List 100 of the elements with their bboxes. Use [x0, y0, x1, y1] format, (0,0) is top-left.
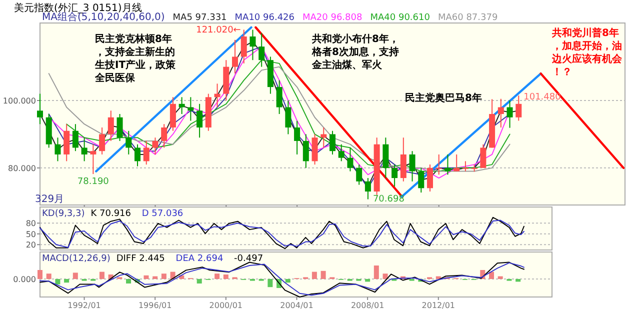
bar [489, 272, 494, 279]
bar [152, 276, 158, 279]
bar [55, 279, 60, 284]
bar [196, 279, 202, 284]
annotation: 民主党克林顿8年，支持金主新生的生技IT产业，政策全民医保 [94, 33, 177, 84]
candlestick [356, 164, 362, 186]
candlestick [409, 150, 416, 182]
candlestick [330, 130, 336, 155]
candlestick [276, 80, 282, 114]
candlestick [196, 103, 203, 138]
candlestick [347, 147, 354, 172]
bar [64, 279, 70, 283]
bar [144, 275, 149, 279]
series-label: DEA 2.694 [176, 254, 224, 264]
candlestick [454, 154, 460, 172]
annotation: 101.480 [524, 92, 562, 103]
series-label: D 57.036 [142, 209, 184, 219]
annotation: 民主党奥巴马8年 [405, 92, 482, 104]
candlestick [240, 29, 247, 64]
candlestick [480, 144, 486, 168]
bar [126, 279, 132, 284]
candlestick [506, 100, 513, 128]
candlestick [99, 126, 106, 155]
candlestick [320, 126, 327, 148]
bar [46, 274, 52, 279]
candlestick [161, 124, 168, 148]
y-tick-label: 20 [26, 240, 36, 250]
bar [223, 274, 228, 279]
y-tick-label: 100.000 [2, 96, 36, 106]
bar [382, 274, 388, 279]
x-tick-label: 2008/01 [350, 301, 384, 310]
candlestick [250, 29, 256, 61]
text: MA20 96.808 [302, 13, 363, 23]
candlestick [436, 154, 442, 176]
candlestick [285, 100, 292, 135]
bar [285, 279, 290, 283]
candlestick [116, 114, 123, 142]
candlestick [364, 178, 371, 200]
chart-title: KD(9,3,3) [42, 209, 85, 219]
bar [320, 270, 326, 279]
annotation: 共和党川普8年，加息开始，油边火应该有机会！？ [551, 27, 623, 78]
x-tick-label: 2012/01 [422, 301, 456, 310]
candlestick [108, 110, 114, 142]
candlestick [516, 95, 522, 122]
candlestick [72, 124, 78, 152]
bar [365, 279, 370, 282]
candlestick [232, 39, 238, 74]
bar [99, 272, 104, 279]
candlestick [54, 137, 61, 162]
y-tick-label: 80.000 [8, 164, 36, 173]
y-tick-label: 80 [26, 219, 36, 228]
ref-line-label: 0.000 [13, 275, 36, 284]
candlestick [143, 140, 150, 166]
candlestick [302, 134, 309, 168]
bar [161, 274, 166, 279]
text: MA40 90.610 [370, 13, 430, 23]
annotation: -0.497 [234, 254, 264, 264]
bar [498, 276, 503, 279]
candlestick [462, 160, 468, 172]
x-tick-label: 1996/01 [138, 301, 172, 310]
candlestick [418, 167, 424, 194]
candlestick [170, 96, 176, 132]
x-tick-label: 2004/01 [280, 301, 314, 310]
bar [268, 279, 273, 288]
candlestick [126, 130, 132, 155]
legend-title: MA组合(5,10,20,40,60,0) [42, 11, 165, 23]
candlestick [392, 164, 398, 187]
candlestick [444, 154, 451, 176]
bar [38, 270, 42, 279]
bar [312, 272, 317, 279]
candlestick [178, 96, 185, 114]
candlestick [81, 137, 88, 162]
candlestick [338, 144, 344, 162]
candlestick [294, 120, 300, 155]
candlestick [400, 137, 406, 182]
x-tick-label: 1992/01 [68, 301, 101, 310]
annotation: 121.020← [196, 26, 242, 36]
chart-title: MACD(12,26,9) [42, 254, 110, 264]
text: MA60 87.379 [438, 13, 498, 23]
chart-title: 美元指数(外汇_3 0151)月线 [14, 2, 142, 14]
candlestick [498, 98, 504, 128]
annotation: 70.698 [372, 194, 405, 204]
x-tick-label: 2000/01 [209, 301, 243, 310]
text: MA10 96.426 [234, 13, 295, 23]
candlestick [258, 32, 265, 68]
candlestick [427, 164, 433, 192]
y-tick-label: 50 [26, 230, 36, 239]
candlestick [64, 124, 70, 162]
annotation: 78.190 [77, 177, 110, 188]
series-label: DIFF 2.445 [116, 254, 165, 264]
bar [214, 274, 220, 279]
candlestick [134, 144, 140, 167]
bar [374, 266, 379, 279]
candlestick [312, 134, 318, 166]
candlestick [382, 137, 389, 179]
bar [516, 279, 521, 282]
series-label: K 70.916 [90, 209, 132, 219]
bar [72, 272, 78, 279]
text: MA5 97.331 [172, 13, 227, 23]
annotation: 共和党小布什8年，格者8次加息，支持金主油煤、军火 [311, 33, 399, 71]
